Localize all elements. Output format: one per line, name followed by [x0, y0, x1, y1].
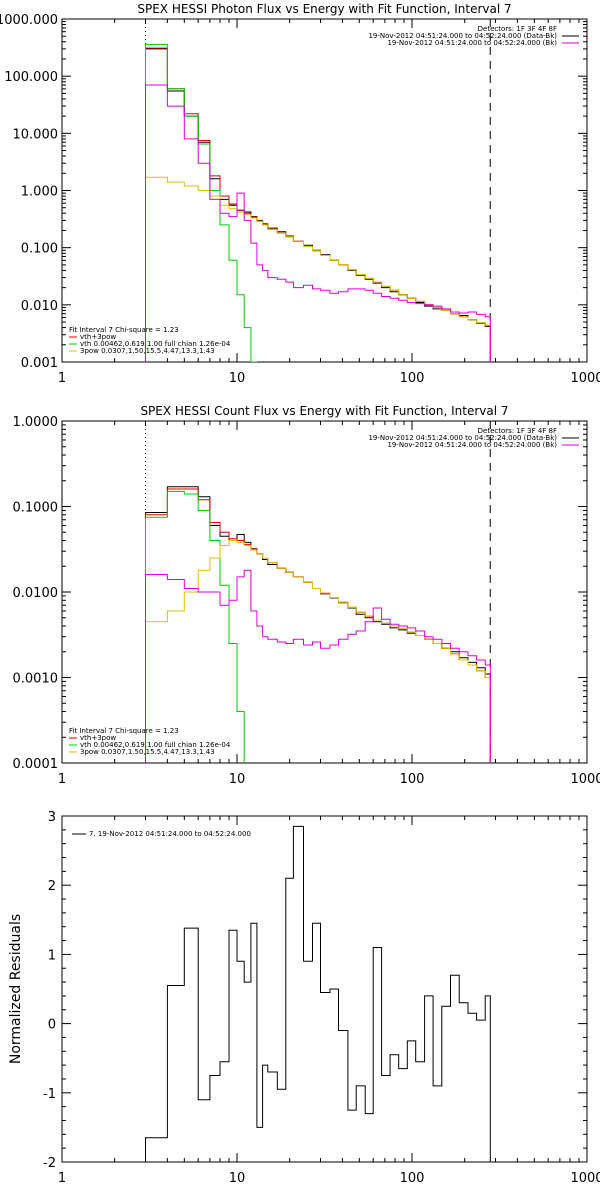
x-tick-label: 1000 [570, 772, 600, 787]
x-tick-label: 1000 [570, 371, 600, 386]
plot-frame-2 [61, 420, 588, 764]
legend-top-right-entry: 19-Nov-2012 04:51:24.000 to 04:52:24.000… [387, 39, 557, 47]
series-line-2 [145, 488, 491, 763]
legend-top-right-entry: Detectors: 1F 3F 4F 8F [478, 427, 557, 435]
legend-bottom-left-entry: vth+3pow [80, 333, 116, 341]
series-line-5 [145, 84, 491, 362]
y-tick-label: -2 [43, 1156, 56, 1171]
x-tick-label: 1 [58, 371, 66, 386]
y-tick-label: 0 [48, 1018, 56, 1033]
legend-bottom-left-entry: vth 0.00462,0.619,1.00 full chian 1.26e-… [80, 340, 231, 348]
y-tick-label: 10.000 [13, 127, 59, 142]
series-line-3 [145, 43, 491, 362]
series-line-4 [145, 176, 491, 362]
legend-bottom-left-entry: Fit Interval 7 Chi-square = 1.23 [69, 727, 179, 735]
y-tick-label: 0.0100 [13, 586, 59, 601]
chart-panel-3 [61, 815, 588, 1163]
chart-panel-2 [61, 420, 588, 764]
y-tick-label: 1000.000 [0, 13, 58, 28]
legend-top-right-entry: 19-Nov-2012 04:51:24.000 to 04:52:24.000… [368, 32, 557, 40]
series-line-4 [145, 540, 491, 763]
x-tick-label: 100 [400, 1171, 425, 1186]
y-tick-label: 0.0001 [13, 757, 59, 772]
y-tick-label: 1.000 [21, 185, 58, 200]
y-tick-label: 0.1000 [13, 501, 59, 516]
x-tick-label: 10 [229, 371, 246, 386]
chart-title-2: SPEX HESSI Count Flux vs Energy with Fit… [140, 404, 508, 418]
y-tick-label: 100.000 [4, 70, 58, 85]
x-tick-label: 1000 [570, 1171, 600, 1186]
y-tick-label: 0.100 [21, 242, 58, 257]
series-line-1 [145, 486, 491, 763]
y-tick-label: 1.0000 [13, 415, 59, 430]
legend-top-right-entry: 19-Nov-2012 04:51:24.000 to 04:52:24.000… [387, 441, 557, 449]
series-line-3 [145, 490, 491, 763]
legend-bottom-left-entry: vth+3pow [80, 734, 116, 742]
y-tick-label: 3 [48, 810, 56, 825]
series-line-2 [145, 47, 491, 362]
plot-frame-3 [61, 815, 588, 1163]
legend-bottom-left-entry: 3pow 0.0307,1.50,15.5,4.47,13.3,1.43 [80, 347, 215, 355]
y-tick-label: 2 [48, 879, 56, 894]
x-tick-label: 100 [400, 371, 425, 386]
series-line-5 [145, 569, 491, 763]
plot-frame-1 [61, 18, 588, 363]
legend-top-right-entry: Detectors: 1F 3F 4F 8F [478, 25, 557, 33]
y-tick-label: 0.001 [21, 356, 58, 371]
legend-bottom-left-entry: Fit Interval 7 Chi-square = 1.23 [69, 326, 179, 334]
chart-panel-1 [61, 18, 588, 363]
legend-entry: 7. 19-Nov-2012 04:51:24.000 to 04:52:24.… [89, 830, 251, 838]
y-tick-label: 0.010 [21, 299, 58, 314]
legend-bottom-left-entry: 3pow 0.0307,1.50,15.5,4.47,13.3,1.43 [80, 748, 215, 756]
series-line-1 [145, 825, 491, 1162]
y-tick-label: -1 [43, 1087, 56, 1102]
x-tick-label: 10 [229, 772, 246, 787]
series-line-1 [145, 48, 491, 362]
x-tick-label: 100 [400, 772, 425, 787]
x-tick-label: 1 [58, 772, 66, 787]
x-tick-label: 1 [58, 1171, 66, 1186]
legend-top-right-entry: 19-Nov-2012 04:51:24.000 to 04:52:24.000… [368, 434, 557, 442]
x-tick-label: 10 [229, 1171, 246, 1186]
y-axis-label: Normalized Residuals [8, 914, 24, 1064]
y-tick-label: 1 [48, 948, 56, 963]
y-tick-label: 0.0010 [13, 672, 59, 687]
chart-title-1: SPEX HESSI Photon Flux vs Energy with Fi… [137, 2, 511, 16]
legend-bottom-left-entry: vth 0.00462,0.619,1.00 full chian 1.26e-… [80, 741, 231, 749]
